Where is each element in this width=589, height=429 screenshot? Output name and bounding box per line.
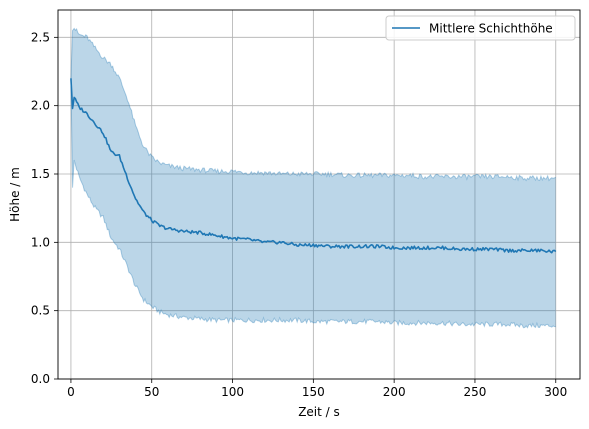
x-tick-label: 300 bbox=[544, 385, 567, 399]
axes-frame bbox=[57, 9, 581, 380]
y-tick-label: 0.0 bbox=[31, 372, 50, 386]
x-tick-label: 100 bbox=[221, 385, 244, 399]
band-lower-edge bbox=[70, 78, 556, 329]
series-line-mittlere-schichthoehe bbox=[70, 78, 557, 254]
band-upper-edge bbox=[70, 27, 556, 182]
y-axis-ticks: 0.0 0.5 1.0 1.5 2.0 2.5 bbox=[31, 30, 58, 386]
y-axis-label: Höhe / m bbox=[8, 167, 22, 222]
x-axis-ticks: 0 50 100 150 200 250 300 bbox=[67, 379, 567, 399]
x-tick-label: 250 bbox=[464, 385, 487, 399]
x-axis-label: Zeit / s bbox=[298, 405, 340, 419]
y-tick-label: 2.0 bbox=[31, 99, 50, 113]
legend-label: Mittlere Schichthöhe bbox=[429, 22, 553, 36]
y-tick-label: 1.5 bbox=[31, 167, 50, 181]
x-tick-label: 0 bbox=[67, 385, 75, 399]
y-tick-label: 1.0 bbox=[31, 235, 50, 249]
min-max-band bbox=[70, 28, 556, 328]
y-tick-label: 2.5 bbox=[31, 30, 50, 44]
x-tick-label: 200 bbox=[383, 385, 406, 399]
y-tick-label: 0.5 bbox=[31, 304, 50, 318]
legend: Mittlere Schichthöhe bbox=[385, 15, 576, 41]
x-tick-label: 150 bbox=[302, 385, 325, 399]
legend-box bbox=[385, 15, 576, 41]
x-tick-label: 50 bbox=[144, 385, 159, 399]
